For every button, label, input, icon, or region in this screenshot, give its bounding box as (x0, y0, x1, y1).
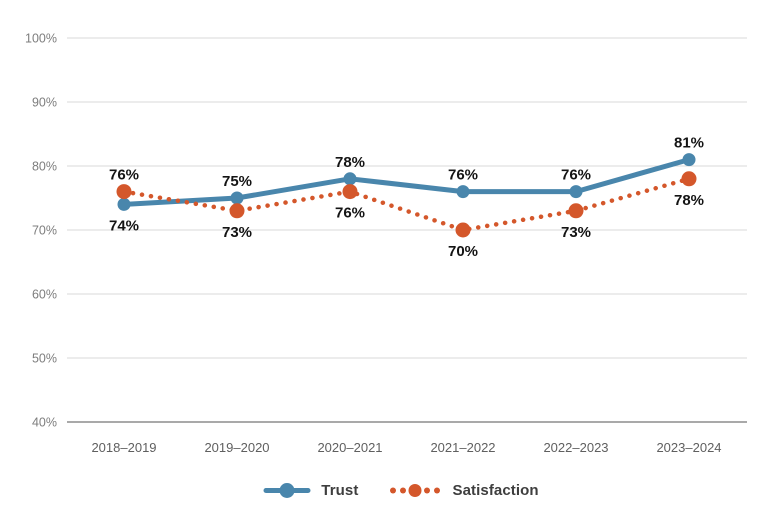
satisfaction-point-marker (568, 203, 584, 219)
legend-label-satisfaction: Satisfaction (452, 481, 539, 499)
trust-point-marker (682, 153, 696, 167)
y-tick-label: 90% (32, 96, 57, 110)
satisfaction-point-marker (681, 171, 697, 187)
satisfaction-data-label: 78% (674, 192, 704, 209)
x-tick-label: 2022–2023 (543, 440, 608, 455)
trust-point-marker (230, 191, 244, 205)
satisfaction-line-swatch (390, 483, 441, 497)
satisfaction-point-marker (229, 203, 245, 219)
legend-item-trust: Trust (263, 482, 358, 499)
x-tick-label: 2021–2022 (430, 440, 495, 455)
y-tick-label: 40% (32, 416, 57, 430)
satisfaction-point-marker (455, 222, 471, 238)
chart-canvas: 100% 90% 80% 70% 60% 50% 40% 2018–2019 2019–2020… (25, 32, 747, 455)
satisfaction-point-marker (116, 184, 132, 200)
x-tick-label: 2020–2021 (317, 440, 382, 455)
trust-data-label: 78% (335, 154, 365, 171)
trust-point-marker (343, 172, 357, 186)
y-tick-label: 80% (32, 160, 57, 174)
trust-data-label: 75% (222, 173, 252, 190)
trust-data-label: 74% (109, 217, 139, 234)
satisfaction-data-label: 73% (561, 224, 591, 241)
satisfaction-point-marker (342, 184, 358, 200)
x-tick-label: 2019–2020 (204, 440, 269, 455)
y-tick-label: 100% (25, 32, 57, 46)
satisfaction-data-label: 76% (109, 167, 139, 184)
y-tick-label: 60% (32, 288, 57, 302)
satisfaction-data-label: 73% (222, 224, 252, 241)
trust-data-label: 76% (448, 167, 478, 184)
trust-line (121, 157, 692, 207)
trust-line-swatch (263, 482, 311, 498)
trust-point-marker (569, 185, 583, 199)
legend-label-trust: Trust (321, 481, 359, 499)
y-tick-label: 70% (32, 224, 57, 238)
x-tick-label: 2023–2024 (656, 440, 721, 455)
satisfaction-data-label: 76% (335, 205, 365, 222)
satisfaction-data-label: 70% (448, 243, 478, 260)
legend-item-satisfaction: Satisfaction (388, 481, 539, 499)
trust-point-marker (117, 197, 131, 211)
y-tick-label: 50% (32, 352, 57, 366)
trust-data-label: 76% (561, 167, 591, 184)
chart-legend: Trust Satisfaction (0, 478, 768, 502)
x-tick-label: 2018–2019 (91, 440, 156, 455)
trust-point-marker (456, 185, 470, 199)
satisfaction-line (121, 176, 692, 233)
trust-data-label: 81% (674, 135, 704, 152)
